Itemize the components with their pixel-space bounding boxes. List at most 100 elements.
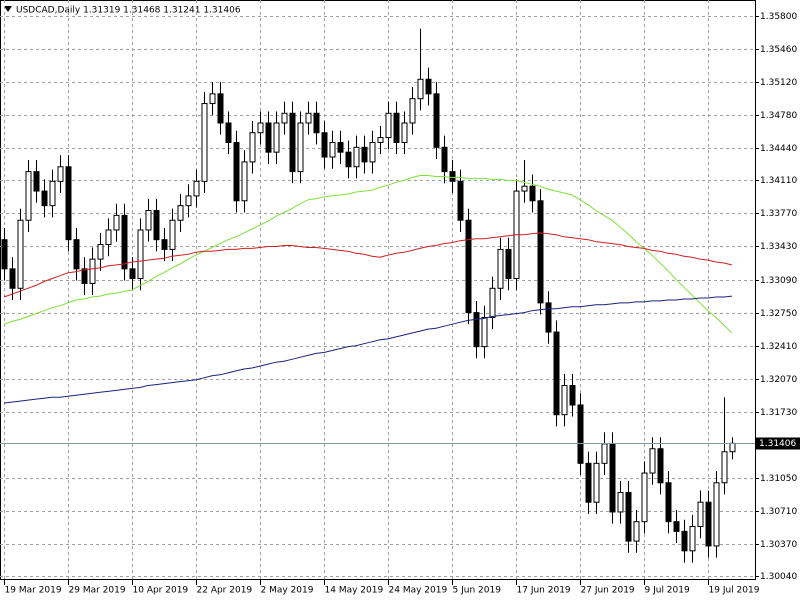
candle-body — [433, 93, 440, 148]
candle-body — [457, 180, 464, 221]
candle-body — [681, 530, 688, 552]
candle-body — [225, 122, 232, 143]
candle-body — [129, 268, 136, 280]
candle-body — [73, 239, 80, 270]
candle-body — [505, 248, 512, 280]
last-price-label: 1.31406 — [759, 439, 796, 449]
candle-body — [249, 132, 256, 163]
candle-body — [633, 521, 640, 542]
candle-body — [305, 112, 312, 124]
x-tick-label: 2 May 2019 — [261, 586, 314, 596]
candle-body — [585, 462, 592, 503]
candle-body — [361, 146, 368, 163]
candle-body — [697, 501, 704, 528]
candle-body — [569, 385, 576, 406]
candle-body — [705, 501, 712, 547]
candle-body — [217, 93, 224, 124]
candle-body — [473, 312, 480, 348]
y-tick-label: 1.35120 — [760, 78, 797, 88]
candle-body — [289, 112, 296, 173]
candle-body — [417, 78, 424, 100]
candle-body — [465, 219, 472, 314]
candle-body — [81, 268, 88, 284]
candle-body — [657, 448, 664, 484]
moving-average — [3, 175, 733, 334]
candle-body — [25, 171, 32, 221]
candle-body — [169, 219, 176, 250]
candle-body — [113, 214, 120, 231]
candle-body — [121, 214, 128, 270]
candle-body — [529, 185, 536, 202]
candle-body — [49, 180, 56, 207]
candle-body — [721, 451, 728, 484]
x-tick-label: 17 Jun 2019 — [517, 586, 571, 596]
candle-body — [329, 141, 336, 158]
candle-body — [353, 146, 360, 168]
candle-body — [89, 258, 96, 284]
x-tick-label: 14 May 2019 — [325, 586, 384, 596]
candle-body — [625, 491, 632, 542]
candle-body — [17, 219, 24, 289]
candle-body — [377, 137, 384, 143]
y-tick-label: 1.31050 — [760, 474, 797, 484]
candle-body — [161, 239, 168, 250]
candle-body — [313, 112, 320, 134]
candle-body — [321, 132, 328, 158]
y-tick-label: 1.31730 — [760, 408, 797, 418]
candle-body — [57, 166, 64, 182]
x-tick-label: 22 Apr 2019 — [197, 586, 253, 596]
candle-body — [409, 98, 416, 124]
y-tick-label: 1.30370 — [760, 540, 797, 550]
candle-body — [729, 442, 736, 453]
candle-body — [153, 210, 160, 241]
x-tick-label: 9 Jul 2019 — [645, 586, 690, 596]
candle-body — [201, 103, 208, 182]
y-tick-label: 1.32070 — [760, 375, 797, 385]
y-tick-label: 1.35460 — [760, 45, 797, 55]
candle-body — [481, 316, 488, 348]
candle-body — [441, 146, 448, 173]
last-price-box — [756, 437, 800, 450]
candle-body — [185, 195, 192, 207]
candle-body — [281, 112, 288, 124]
candle-body — [97, 244, 104, 260]
y-tick-label: 1.30710 — [760, 507, 797, 517]
candle-body — [65, 166, 72, 241]
candle-body — [273, 122, 280, 153]
candle-body — [489, 287, 496, 318]
candle-body — [601, 443, 608, 464]
candle-body — [689, 526, 696, 552]
candle-body — [609, 443, 616, 513]
candle-body — [561, 385, 568, 416]
candle-body — [105, 229, 112, 246]
menu-arrow[interactable] — [4, 6, 12, 12]
candle-body — [393, 112, 400, 143]
x-tick-label: 19 Mar 2019 — [5, 586, 62, 596]
candle-body — [345, 151, 352, 168]
candle-body — [617, 491, 624, 513]
candle-body — [553, 331, 560, 416]
candle-body — [41, 190, 48, 207]
candle-body — [385, 112, 392, 139]
candle-body — [545, 302, 552, 333]
candle-body — [593, 462, 600, 503]
y-tick-label: 1.33770 — [760, 209, 797, 219]
y-tick-label: 1.32750 — [760, 309, 797, 319]
candle-body — [649, 448, 656, 474]
plot-frame — [0, 0, 756, 580]
candle-body — [641, 472, 648, 523]
candle-body — [537, 200, 544, 304]
candle-body — [425, 78, 432, 95]
candle-body — [1, 239, 8, 270]
y-tick-label: 1.34110 — [760, 176, 797, 186]
y-tick-label: 1.35800 — [760, 12, 797, 22]
y-tick-label: 1.34440 — [760, 144, 797, 154]
x-tick-label: 29 Mar 2019 — [69, 586, 126, 596]
y-tick-label: 1.33430 — [760, 242, 797, 252]
y-tick-label: 1.32410 — [760, 342, 797, 352]
candle-body — [193, 180, 200, 197]
candle-body — [33, 171, 40, 192]
candle-body — [713, 482, 720, 547]
candle-body — [233, 141, 240, 202]
